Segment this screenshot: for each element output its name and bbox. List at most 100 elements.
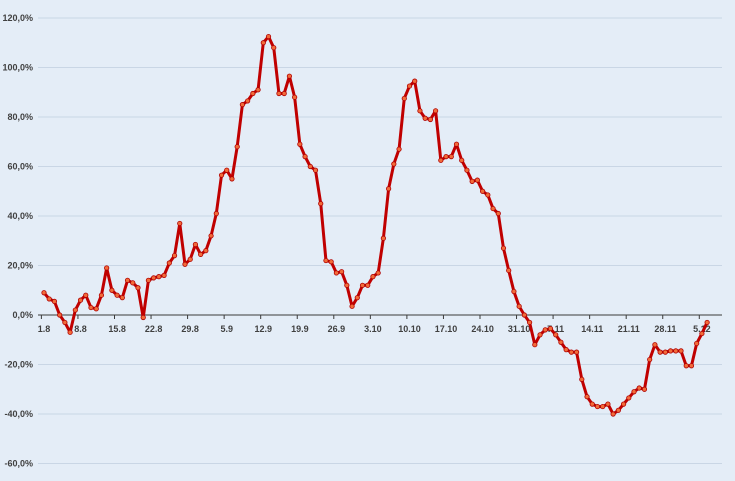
data-point (265, 33, 272, 40)
data-point (307, 163, 313, 170)
x-tick-label: 19.9 (291, 324, 309, 334)
y-tick-label: 40,0% (7, 211, 33, 221)
data-point (600, 403, 606, 410)
x-tick-label: 12.9 (255, 324, 273, 334)
data-point (610, 411, 616, 417)
data-point (229, 176, 235, 182)
data-point (359, 282, 366, 288)
data-point (93, 306, 99, 312)
data-point (511, 288, 517, 295)
data-point (694, 340, 700, 347)
y-axis-tick-labels: -60,0% -40,0% -20,0% 0,0% 20,0% 40,0% 60,0% 80,… (2, 13, 33, 469)
data-point (234, 144, 240, 150)
data-point (124, 277, 131, 283)
data-point (526, 319, 533, 326)
data-point (427, 116, 433, 123)
data-point (302, 154, 308, 160)
y-tick-label: 100,0% (2, 63, 33, 73)
data-point (615, 407, 621, 413)
y-tick-label: -20,0% (4, 360, 33, 370)
data-point (422, 115, 428, 121)
data-point (114, 292, 120, 298)
data-point (297, 141, 303, 147)
data-point (657, 349, 663, 355)
data-point (260, 40, 266, 46)
x-tick-label: 26.9 (328, 324, 346, 334)
data-point (98, 292, 105, 298)
data-point (479, 188, 486, 194)
data-point (276, 90, 282, 97)
data-point (636, 385, 642, 391)
data-point (333, 270, 339, 276)
data-point (542, 327, 548, 333)
series (41, 33, 710, 417)
data-point (667, 348, 674, 354)
y-tick-label: 20,0% (7, 261, 33, 271)
data-point (391, 161, 397, 167)
data-point (166, 260, 172, 266)
x-tick-label: 10.10 (398, 324, 421, 334)
data-point (401, 95, 407, 102)
data-point (255, 87, 261, 93)
data-point (417, 108, 423, 114)
data-point (699, 330, 705, 337)
data-point (41, 290, 47, 296)
x-tick-label: 22.8 (145, 324, 163, 334)
x-axis-tick-labels: 1.8 8.8 15.8 22.8 29.8 5.9 12.9 19.9 26.9 3.10 10.… (38, 324, 711, 334)
data-point (239, 102, 246, 108)
x-tick-label: 14.11 (581, 324, 603, 334)
data-point (605, 401, 611, 407)
x-tick-label: 28.11 (654, 324, 676, 334)
data-point (631, 389, 637, 395)
data-point (323, 257, 329, 264)
data-point (516, 303, 522, 309)
x-tick-label: 21.11 (618, 324, 640, 334)
data-point (88, 304, 94, 311)
y-tick-label: -40,0% (4, 409, 33, 419)
data-point (182, 261, 188, 267)
data-point (558, 339, 564, 345)
data-point (386, 186, 392, 192)
data-point (662, 349, 668, 355)
x-tick-label: 8.8 (74, 324, 87, 334)
data-point (406, 83, 413, 89)
data-point (688, 363, 695, 369)
data-point (469, 178, 475, 184)
y-tick-label: -60,0% (4, 459, 33, 469)
data-point (328, 259, 334, 265)
axes (38, 314, 722, 319)
data-point (135, 285, 141, 291)
data-point (312, 167, 319, 173)
data-point (553, 332, 559, 338)
data-point (151, 275, 157, 281)
data-point (145, 277, 152, 283)
data-point (208, 233, 214, 239)
data-point (704, 319, 710, 326)
data-point (218, 172, 225, 178)
data-point (563, 347, 569, 353)
data-point (62, 319, 68, 326)
data-point (506, 267, 512, 274)
gridlines (38, 17, 722, 464)
data-point (187, 256, 193, 262)
data-point (532, 342, 538, 348)
data-point (77, 297, 84, 303)
x-tick-label: 5.12 (693, 324, 711, 334)
data-point (485, 192, 491, 198)
data-point (647, 356, 653, 363)
data-point (198, 251, 204, 257)
data-point (573, 349, 580, 355)
data-point (250, 90, 256, 97)
data-point (192, 241, 199, 248)
data-point (380, 235, 386, 241)
data-point (620, 401, 627, 407)
data-point (365, 282, 371, 288)
data-point (318, 201, 324, 207)
data-point (673, 348, 679, 354)
data-point (46, 296, 52, 302)
data-point (104, 265, 110, 271)
data-point (568, 349, 574, 355)
data-point (156, 274, 162, 280)
